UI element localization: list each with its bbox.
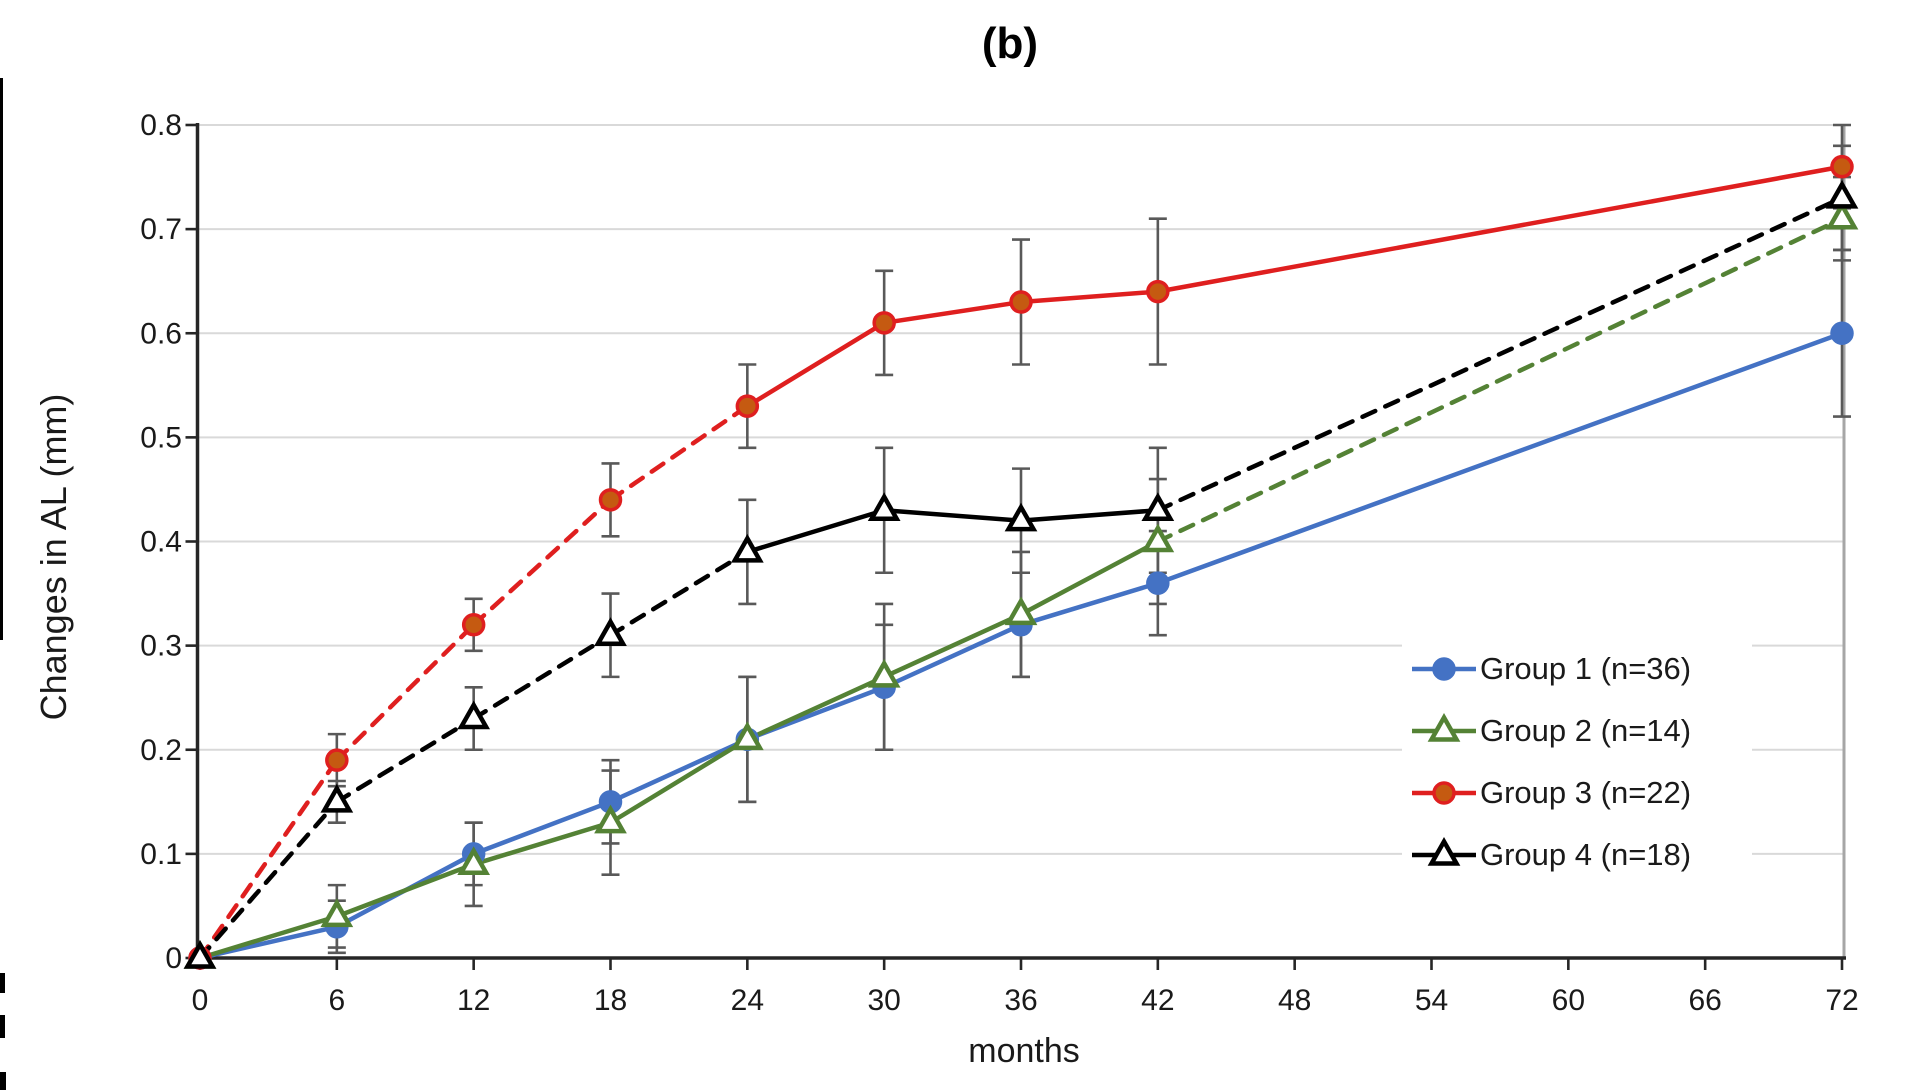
legend-item-1: Group 1 (n=36) — [1412, 651, 1691, 686]
x-tick-label: 48 — [1278, 984, 1311, 1017]
series-line-4 — [197, 195, 1845, 961]
x-tick-label: 6 — [328, 984, 345, 1017]
x-tick-label: 0 — [192, 984, 209, 1017]
scan-artifact — [0, 973, 5, 993]
y-tick-label: 0.3 — [140, 630, 182, 663]
y-tick-label: 0.7 — [140, 213, 182, 246]
chart-title: (b) — [982, 19, 1038, 68]
x-tick-label: 30 — [867, 984, 900, 1017]
legend: Group 1 (n=36) Group 2 (n=14) Group 3 (n=2… — [1402, 638, 1752, 888]
y-tick-label: 0.6 — [140, 317, 182, 350]
scan-artifact — [0, 78, 3, 640]
x-tick-label: 66 — [1688, 984, 1721, 1017]
scan-artifact — [0, 1015, 5, 1038]
x-axis-title: months — [968, 1032, 1080, 1070]
y-tick-label: 0.2 — [140, 734, 182, 767]
series-line-2 — [197, 216, 1845, 961]
legend-item-3: Group 3 (n=22) — [1412, 775, 1691, 810]
x-tick-label: 12 — [457, 984, 490, 1017]
series-line-3 — [197, 164, 1845, 961]
x-tick-label: 24 — [731, 984, 764, 1017]
legend-label: Group 2 (n=14) — [1480, 713, 1691, 748]
x-tick-label: 18 — [594, 984, 627, 1017]
y-tick-label: 0.5 — [140, 421, 182, 454]
y-tick-label: 0.8 — [140, 109, 182, 142]
y-axis-title: Changes in AL (mm) — [33, 394, 74, 721]
legend-label: Group 3 (n=22) — [1480, 775, 1691, 810]
scan-artifact — [0, 1072, 6, 1090]
x-tick-label: 72 — [1825, 984, 1858, 1017]
x-tick-label: 60 — [1552, 984, 1585, 1017]
legend-label: Group 4 (n=18) — [1480, 837, 1691, 872]
legend-item-4: Group 4 (n=18) — [1412, 836, 1691, 872]
x-tick-label: 54 — [1415, 984, 1448, 1017]
legend-item-2: Group 2 (n=14) — [1412, 712, 1691, 748]
x-tick-label: 42 — [1141, 984, 1174, 1017]
y-tick-label: 0.4 — [140, 526, 182, 559]
legend-label: Group 1 (n=36) — [1480, 651, 1691, 686]
series-markers-4 — [183, 179, 1859, 969]
y-tick-label: 0.1 — [140, 838, 182, 871]
y-tick-label: 0 — [165, 942, 182, 975]
x-tick-label: 36 — [1004, 984, 1037, 1017]
